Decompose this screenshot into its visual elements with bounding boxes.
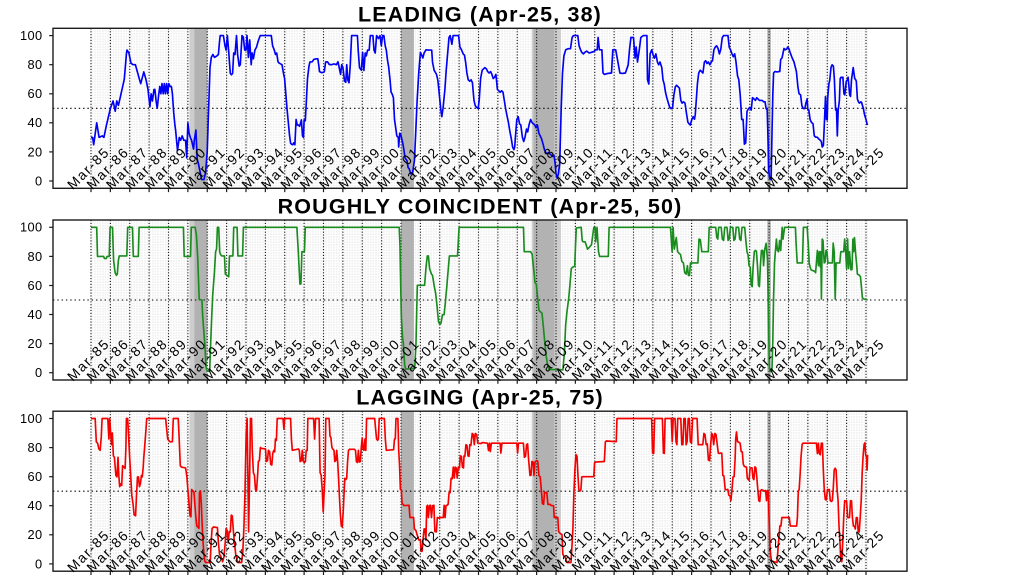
svg-text:80: 80 [27, 440, 42, 455]
svg-text:40: 40 [27, 307, 42, 322]
svg-text:40: 40 [27, 498, 42, 513]
svg-text:20: 20 [27, 527, 42, 542]
svg-text:80: 80 [27, 249, 42, 264]
svg-text:100: 100 [20, 411, 43, 426]
svg-text:20: 20 [27, 144, 42, 159]
svg-text:40: 40 [27, 115, 42, 130]
svg-text:ROUGHLY COINCIDENT (Apr-25, 50: ROUGHLY COINCIDENT (Apr-25, 50) [278, 194, 683, 218]
svg-text:0: 0 [35, 556, 43, 571]
svg-text:60: 60 [27, 469, 42, 484]
svg-text:100: 100 [20, 28, 43, 43]
svg-text:20: 20 [27, 336, 42, 351]
svg-text:60: 60 [27, 278, 42, 293]
svg-text:60: 60 [27, 86, 42, 101]
svg-text:100: 100 [20, 220, 43, 235]
svg-text:80: 80 [27, 57, 42, 72]
svg-text:0: 0 [35, 173, 43, 188]
svg-text:0: 0 [35, 365, 43, 380]
svg-text:LEADING (Apr-25, 38): LEADING (Apr-25, 38) [358, 3, 602, 27]
svg-text:LAGGING (Apr-25, 75): LAGGING (Apr-25, 75) [356, 386, 604, 410]
